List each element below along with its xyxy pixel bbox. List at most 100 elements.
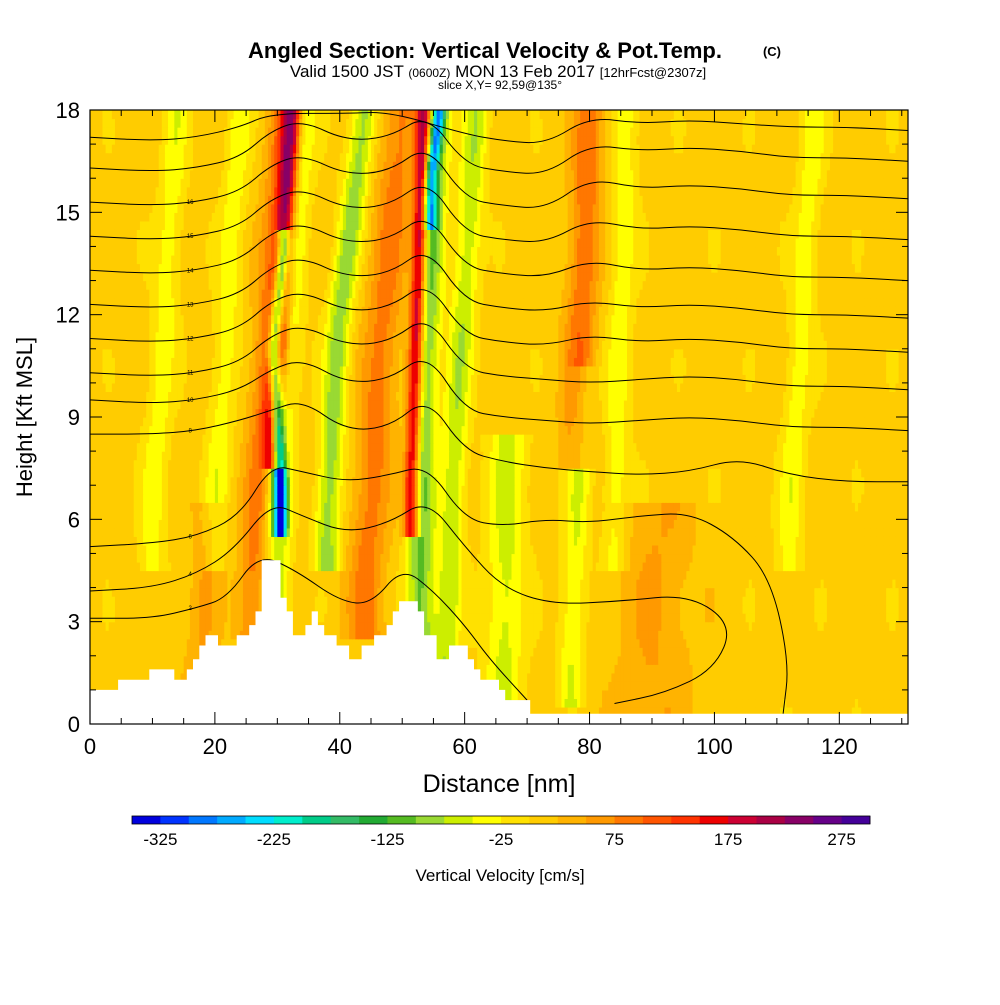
velocity-cell [174,570,179,580]
velocity-cell [542,672,547,682]
velocity-cell [523,638,528,648]
velocity-cell [755,621,759,631]
velocity-cell [817,613,822,623]
velocity-cell [467,579,472,589]
velocity-cell [683,647,687,657]
velocity-cell [670,621,675,631]
velocity-cell [845,596,850,606]
velocity-cell [605,630,609,640]
velocity-cell [108,638,113,648]
velocity-cell [664,681,669,691]
velocity-cell [314,579,319,589]
velocity-cell [224,604,228,614]
velocity-cell [161,587,166,597]
velocity-cell [180,561,185,572]
velocity-cell [555,698,559,708]
velocity-cell [102,613,107,623]
velocity-cell [186,638,191,648]
velocity-cell [289,579,294,589]
velocity-cell [636,570,641,580]
velocity-cell [745,689,750,700]
velocity-cell [751,613,756,623]
velocity-cell [514,664,519,674]
velocity-cell [751,681,756,691]
velocity-cell [93,613,97,623]
velocity-cell [848,681,853,691]
velocity-cell [651,664,656,674]
velocity-cell [658,596,662,606]
velocity-cell [548,672,553,682]
velocity-cell [292,613,297,623]
velocity-cell [904,655,908,665]
velocity-cell [252,596,257,606]
velocity-cell [595,689,600,700]
velocity-cell [814,698,819,708]
velocity-cell [548,689,553,700]
velocity-cell [680,604,684,614]
velocity-cell [218,604,222,614]
velocity-cell [783,604,787,614]
velocity-cell [486,570,491,580]
velocity-cell [480,638,484,648]
velocity-cell [826,561,831,572]
velocity-cell [193,587,197,597]
velocity-cell [748,638,753,648]
velocity-cell [124,570,129,580]
velocity-cell [848,621,853,631]
velocity-cell [255,561,260,572]
velocity-cell [533,604,538,614]
velocity-cell [620,647,625,657]
velocity-cell [842,689,847,700]
velocity-cell [108,630,113,640]
velocity-cell [221,630,225,640]
velocity-cell [211,561,216,572]
velocity-cell [867,630,872,640]
velocity-cell [633,561,637,572]
velocity-cell [783,664,787,674]
velocity-cell [661,647,666,657]
velocity-cell [767,706,772,717]
velocity-cell [748,596,753,606]
velocity-cell [742,698,747,708]
velocity-cell [342,613,347,623]
velocity-cell [377,613,381,623]
velocity-cell [143,561,147,572]
velocity-cell [761,681,765,691]
velocity-cell [492,587,497,597]
velocity-cell [636,587,641,597]
velocity-cell [155,664,160,674]
velocity-cell [845,647,850,657]
velocity-cell [208,587,213,597]
velocity-cell [864,698,869,708]
velocity-cell [152,655,157,665]
velocity-cell [858,664,862,674]
velocity-cell [386,604,391,614]
velocity-cell [327,570,331,580]
velocity-cell [901,561,906,572]
velocity-cell [483,604,488,614]
velocity-cell [895,596,900,606]
velocity-cell [870,681,875,691]
velocity-cell [93,561,97,572]
velocity-cell [299,596,303,606]
velocity-cell [755,664,759,674]
velocity-cell [620,681,625,691]
velocity-cell [545,672,550,682]
velocity-cell [577,655,581,665]
velocity-cell [346,621,350,631]
velocity-cell [464,561,469,572]
velocity-cell [798,570,803,580]
velocity-cell [842,621,847,631]
velocity-cell [842,638,847,648]
velocity-cell [686,664,691,674]
velocity-cell [146,664,150,674]
velocity-cell [845,570,850,580]
velocity-cell [461,561,466,572]
velocity-cell [573,647,578,657]
velocity-cell [701,587,706,597]
velocity-cell [495,664,500,674]
velocity-cell [817,587,822,597]
velocity-cell [804,698,809,708]
velocity-cell [489,630,494,640]
velocity-cell [139,561,144,572]
